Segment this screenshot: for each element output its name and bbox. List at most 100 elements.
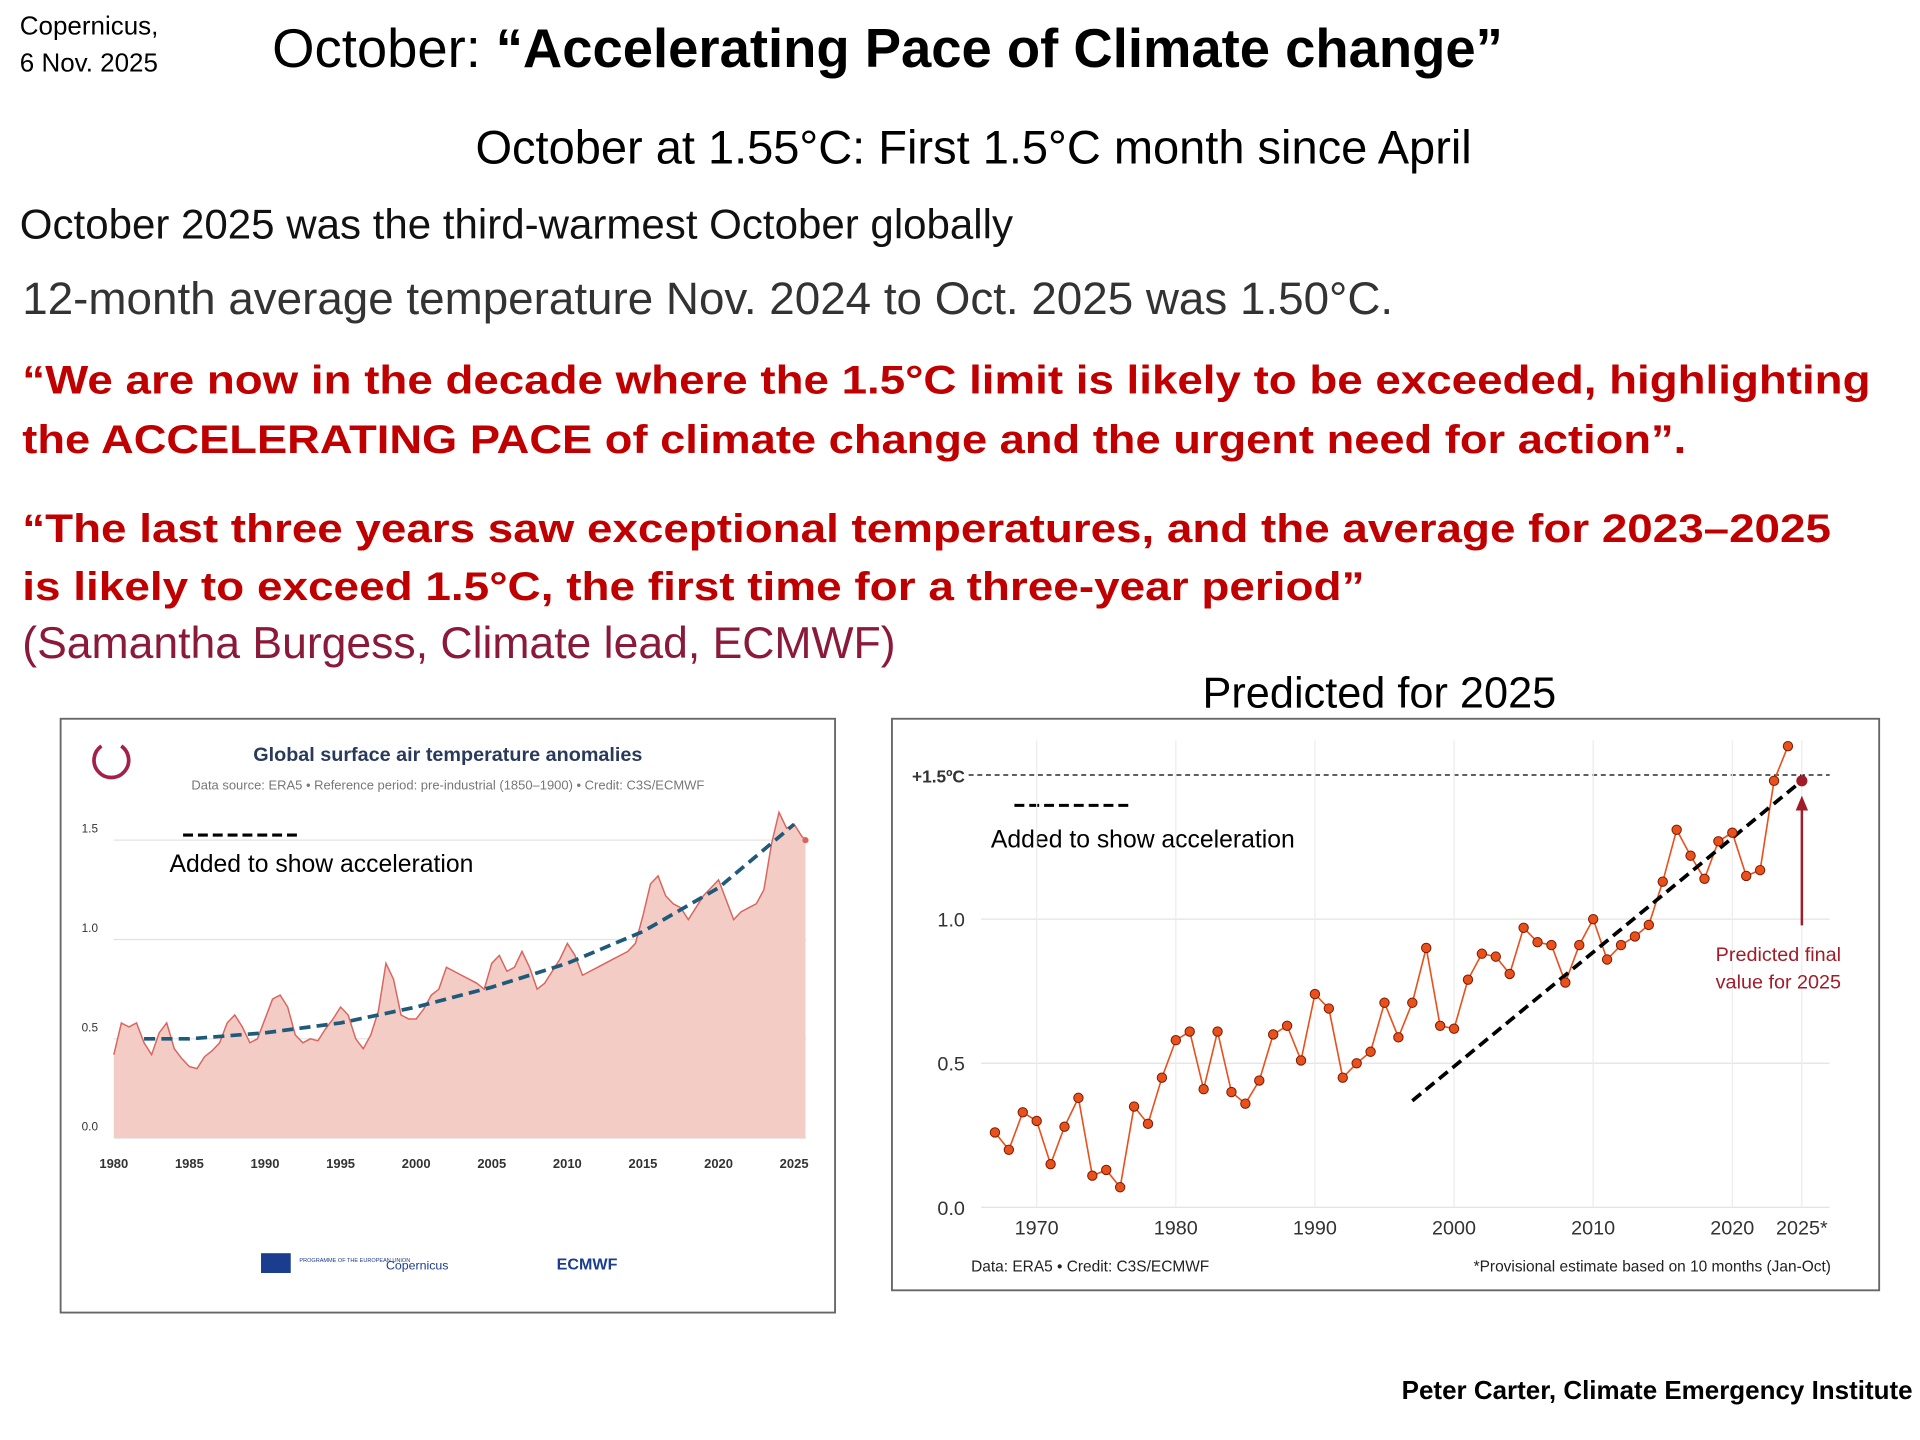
point (1267, 1029, 1279, 1040)
point (1156, 1072, 1168, 1083)
series-line (994, 745, 1789, 1190)
x-tick-label: 2020 (1710, 1218, 1754, 1240)
x-tick-label: 1985 (175, 1156, 204, 1171)
point (1351, 1058, 1362, 1069)
footnote: *Provisional estimate based on 10 months… (1474, 1259, 1831, 1276)
title: October: “Accelerating Pace of Climate ch… (272, 18, 1503, 79)
point (1643, 919, 1655, 931)
x-tick-label: 2000 (402, 1156, 431, 1171)
point (1295, 1055, 1307, 1066)
x-tick-label: 2005 (477, 1156, 506, 1171)
point (1629, 931, 1641, 942)
footnote: Data: ERA5 • Credit: C3S/ECMWF (971, 1259, 1209, 1276)
point (1281, 1020, 1293, 1032)
x-tick-label: 1980 (1154, 1218, 1198, 1240)
point (1768, 775, 1780, 786)
y-tick-label: +1.5ºC (912, 766, 965, 786)
x-tick-label: 1990 (1293, 1218, 1337, 1240)
prediction-label: Predicted final (1716, 944, 1841, 966)
x-tick-label: 2025 (780, 1156, 809, 1171)
point (1128, 1101, 1140, 1112)
point (1393, 1032, 1404, 1043)
subtitle: October at 1.55°C: First 1.5°C month sin… (475, 120, 1471, 173)
logo (261, 1253, 291, 1273)
y-tick-label: 0.5 (82, 1021, 99, 1034)
point (1657, 876, 1668, 887)
point (1685, 850, 1696, 861)
x-tick-label: 1980 (99, 1156, 128, 1171)
arrow-head (1795, 795, 1809, 811)
point (1003, 1144, 1015, 1155)
point (1045, 1158, 1056, 1170)
point (1448, 1023, 1460, 1034)
y-tick-label: 0.0 (82, 1121, 99, 1134)
point (1365, 1046, 1376, 1057)
x-tick-label: 1990 (251, 1156, 280, 1171)
logo-text: ECMWF (557, 1255, 618, 1273)
point (1059, 1121, 1070, 1132)
source-date: 6 Nov. 2025 (20, 48, 158, 78)
x-tick-label: 1970 (1015, 1218, 1059, 1240)
point (1782, 740, 1794, 752)
point (1379, 997, 1390, 1008)
point (1504, 968, 1515, 980)
point (1727, 827, 1738, 838)
point (1407, 997, 1418, 1008)
point (1101, 1164, 1112, 1176)
plots: 0.0 0.5 1.0 1.5 1980 1985 1990 1995 2000 2005 2010… (82, 740, 1841, 1240)
title-prefix: October: (272, 18, 481, 79)
trend-line (144, 822, 796, 1041)
point (1518, 922, 1529, 933)
point (1699, 873, 1710, 884)
annotation: Added to show acceleration (169, 851, 473, 878)
point (1671, 824, 1682, 835)
last-point (802, 837, 809, 844)
y-tick-label: 1.0 (82, 922, 99, 935)
point (1337, 1072, 1348, 1083)
x-tick-label: 2025* (1776, 1218, 1828, 1240)
title-quote: “Accelerating Pace of Climate change” (496, 18, 1503, 79)
point (1170, 1035, 1182, 1046)
point (1073, 1092, 1084, 1104)
quote: the ACCELERATING PACE of climate change … (22, 418, 1686, 462)
point (1114, 1182, 1126, 1193)
point (1490, 951, 1501, 962)
point (1713, 836, 1724, 847)
quote: is likely to exceed 1.5°C, the first tim… (22, 565, 1364, 609)
point (1587, 913, 1599, 925)
point (1254, 1075, 1265, 1086)
x-tick-label: 2010 (553, 1156, 582, 1171)
point (1226, 1086, 1237, 1098)
x-tick-label: 2010 (1571, 1218, 1615, 1240)
quote: “The last three years saw exceptional te… (22, 507, 1831, 551)
source: Copernicus, (20, 11, 159, 41)
area-line (113, 810, 807, 1070)
point (1601, 954, 1613, 965)
point (1560, 977, 1571, 988)
point (1087, 1170, 1098, 1181)
point (1462, 974, 1474, 985)
point (1184, 1026, 1195, 1037)
point (1017, 1107, 1028, 1118)
point (1323, 1003, 1335, 1014)
point (1546, 939, 1557, 951)
point (1198, 1084, 1209, 1095)
chart-title: Global surface air temperature anomalies (253, 744, 642, 766)
logo-text: Copernicus (386, 1258, 449, 1272)
point (1615, 939, 1627, 951)
point (1212, 1026, 1223, 1037)
chart-subtitle: Data source: ERA5 • Reference period: pr… (191, 777, 704, 792)
annotation: Added to show acceleration (991, 826, 1295, 853)
point (1421, 942, 1432, 954)
point (989, 1127, 1001, 1138)
y-tick-label: 1.5 (82, 823, 99, 836)
point (1532, 937, 1543, 948)
point (1574, 939, 1585, 951)
point (1142, 1118, 1154, 1130)
logo-text: PROGRAMME OF THE EUROPEAN UNION (299, 1258, 410, 1264)
point (1476, 948, 1488, 959)
point (1754, 864, 1766, 876)
x-tick-label: 2015 (629, 1156, 658, 1171)
point (1434, 1020, 1446, 1032)
y-tick-label: 0.5 (937, 1054, 965, 1076)
